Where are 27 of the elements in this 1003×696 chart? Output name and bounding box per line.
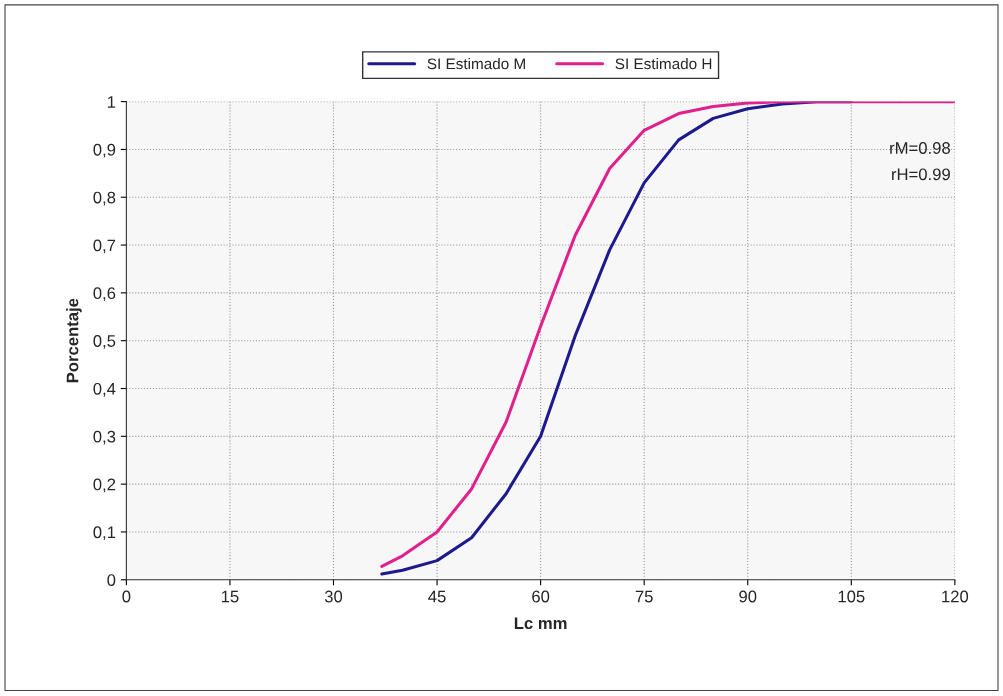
x-tick-label: 90 xyxy=(739,590,757,603)
y-tick-label: 0,3 xyxy=(93,430,116,445)
y-tick-label: 0,5 xyxy=(93,335,116,349)
x-tick-label: 45 xyxy=(428,590,446,603)
x-tick-label: 60 xyxy=(532,590,550,603)
y-tick-label: 0,2 xyxy=(93,478,116,493)
x-tick-label: 30 xyxy=(324,590,343,603)
x-tick-label: 120 xyxy=(942,590,969,603)
annotation: rM=0.98 xyxy=(890,142,950,154)
x-tick-label: 0 xyxy=(122,590,131,603)
annotation: rH=0.99 xyxy=(892,168,950,181)
y-tick-label: 0,1 xyxy=(93,526,116,541)
y-tick-label: 0 xyxy=(107,574,116,586)
legend-label: SI Estimado M xyxy=(427,57,525,70)
y-tick-label: 1 xyxy=(107,96,116,108)
y-tick-label: 0,6 xyxy=(93,287,116,302)
y-axis-title: Porcentaje xyxy=(66,298,82,383)
x-tick-label: 15 xyxy=(221,590,239,603)
y-tick-label: 0,9 xyxy=(93,143,116,158)
legend-label: SI Estimado H xyxy=(615,57,712,70)
x-tick-label: 75 xyxy=(635,590,653,603)
y-tick-label: 0,4 xyxy=(93,382,116,397)
y-tick-label: 0,8 xyxy=(93,191,116,206)
line-series xyxy=(380,101,955,568)
y-tick-label: 0,7 xyxy=(93,239,116,254)
x-axis-title: Lc mm xyxy=(514,617,567,630)
x-tick-label: 105 xyxy=(838,590,865,603)
